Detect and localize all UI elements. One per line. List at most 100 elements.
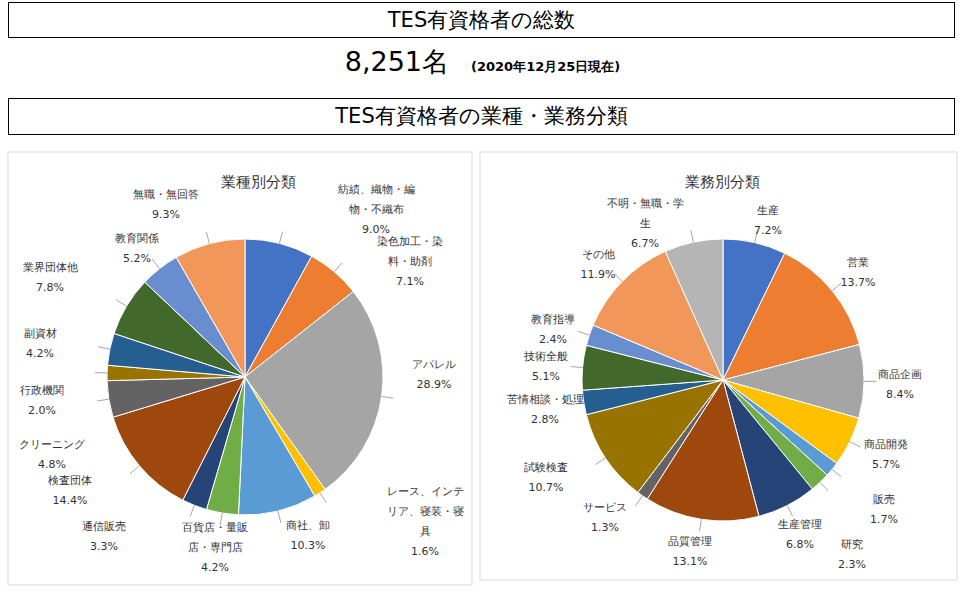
slice-label: 通信販売 [82,520,126,533]
label-line: 研究 [841,538,863,551]
slice-label: 教育指導 [531,313,575,326]
data-label: 8.4% [886,388,914,401]
label-line: 紡績、織物・編 [338,183,415,196]
label-line: 品質管理 [668,535,712,548]
pie-slice [176,239,245,377]
slice-label: 研究 [841,538,863,551]
slice-label: 苦情相談・処理 [507,393,584,406]
pie-slice [238,377,314,515]
data-label: 2.0% [28,404,56,417]
total-count: 8,251名 [345,46,449,77]
leader-line [699,519,701,531]
labels: 生産7.2%営業13.7%商品企画8.4%商品開発5.7%販売1.7%研究2.3… [507,197,923,571]
slice-label: 業界団体他 [23,261,78,274]
label-line: 行政機関 [20,384,64,397]
label-line: 苦情相談・処理 [507,393,584,406]
label-line: 通信販売 [82,520,126,533]
pie-chart: 業務別分類生産7.2%営業13.7%商品企画8.4%商品開発5.7%販売1.7%… [480,152,957,580]
slice-label: 技術全般 [523,350,568,363]
slice-label: 販売 [873,493,895,506]
slice-label: 教育関係 [115,232,159,245]
label-line: 生産管理 [778,518,822,531]
leader-line [571,367,583,368]
slice-label: 商品企画 [878,368,922,381]
label-line: 教育関係 [115,232,159,245]
leader-line [578,331,589,335]
labels: 紡績、織物・編物・不織布9.0%染色加工・染料・助剤7.1%アパレル28.9%レ… [19,183,464,574]
leader-line [595,458,605,465]
label-line: 物・不織布 [349,203,404,216]
data-label: 1.7% [870,513,898,526]
slice-label: 検査団体 [48,474,92,487]
leader-line [278,511,281,523]
slice-label: 生産管理 [778,518,822,531]
pie-slice [107,377,245,417]
slice-label: その他 [582,248,615,261]
slices [107,239,383,515]
data-label: 7.2% [754,224,782,237]
label-line: 百貨店・量販 [182,521,248,534]
slice-label: 染色加工・染料・助剤 [377,235,443,268]
slice-label: 紡績、織物・編物・不織布 [338,183,415,216]
chart-title: 業務別分類 [685,173,760,191]
leader-line [832,469,841,477]
label-line: 教育指導 [531,313,575,326]
data-label: 5.7% [872,458,900,471]
leader-line [130,466,139,474]
label-line: 販売 [873,493,895,506]
section-title: TES有資格者の業種・業務分類 [8,98,955,135]
slice-label: 百貨店・量販店・専門店 [182,521,248,554]
data-label: 7.8% [36,281,64,294]
leader-line [334,263,342,272]
data-label: 10.3% [291,539,326,552]
label-line: クリーニング [19,438,86,451]
label-line: アパレル [412,358,456,371]
data-label: 13.7% [841,276,876,289]
leader-line [116,300,126,306]
slices [582,239,864,521]
data-label: 7.1% [396,275,424,288]
slice-label: アパレル [412,358,456,371]
data-label: 5.1% [532,370,560,383]
label-line: レース、インテ [387,485,464,498]
total-row: 8,251名(2020年12月25日現在) [0,44,965,80]
label-line: 商社、卸 [286,519,330,532]
leader-line [190,505,194,516]
data-label: 14.4% [53,494,88,507]
label-line: 店・専門店 [188,541,243,554]
data-label: 10.7% [529,481,564,494]
slice-label: 品質管理 [668,535,712,548]
data-label: 1.6% [411,545,439,558]
leader-line [787,506,792,517]
data-label: 2.3% [838,558,866,571]
data-label: 9.3% [152,208,180,221]
label-line: 検査団体 [48,474,92,487]
label-line: 生 [640,217,651,230]
leader-line [97,399,109,401]
page-title: TES有資格者の総数 [8,2,955,38]
label-line: 試験検査 [524,461,568,474]
leader-line [206,232,209,244]
data-label: 5.2% [123,252,151,265]
slice-label: 無職・無回答 [133,188,199,201]
data-label: 1.3% [591,521,619,534]
pie-slice [665,239,723,380]
data-label: 4.2% [201,561,229,574]
leader-line [691,230,694,242]
leader-line [279,232,282,244]
label-line: 無職・無回答 [133,188,199,201]
slice-label: レース、インテリア、寝装・寝具 [387,485,464,538]
data-label: 4.2% [26,347,54,360]
label-line: その他 [582,248,615,261]
data-label: 2.8% [531,413,559,426]
data-label: 28.9% [417,378,452,391]
label-line: 生産 [757,204,779,217]
label-line: 副資材 [24,327,57,340]
leader-line [850,442,861,447]
label-line: 業界団体他 [23,261,78,274]
leader-line [95,372,107,373]
leader-line [98,347,110,349]
data-label: 4.8% [38,458,66,471]
slice-label: クリーニング [19,438,86,451]
label-line: 具 [420,525,431,538]
